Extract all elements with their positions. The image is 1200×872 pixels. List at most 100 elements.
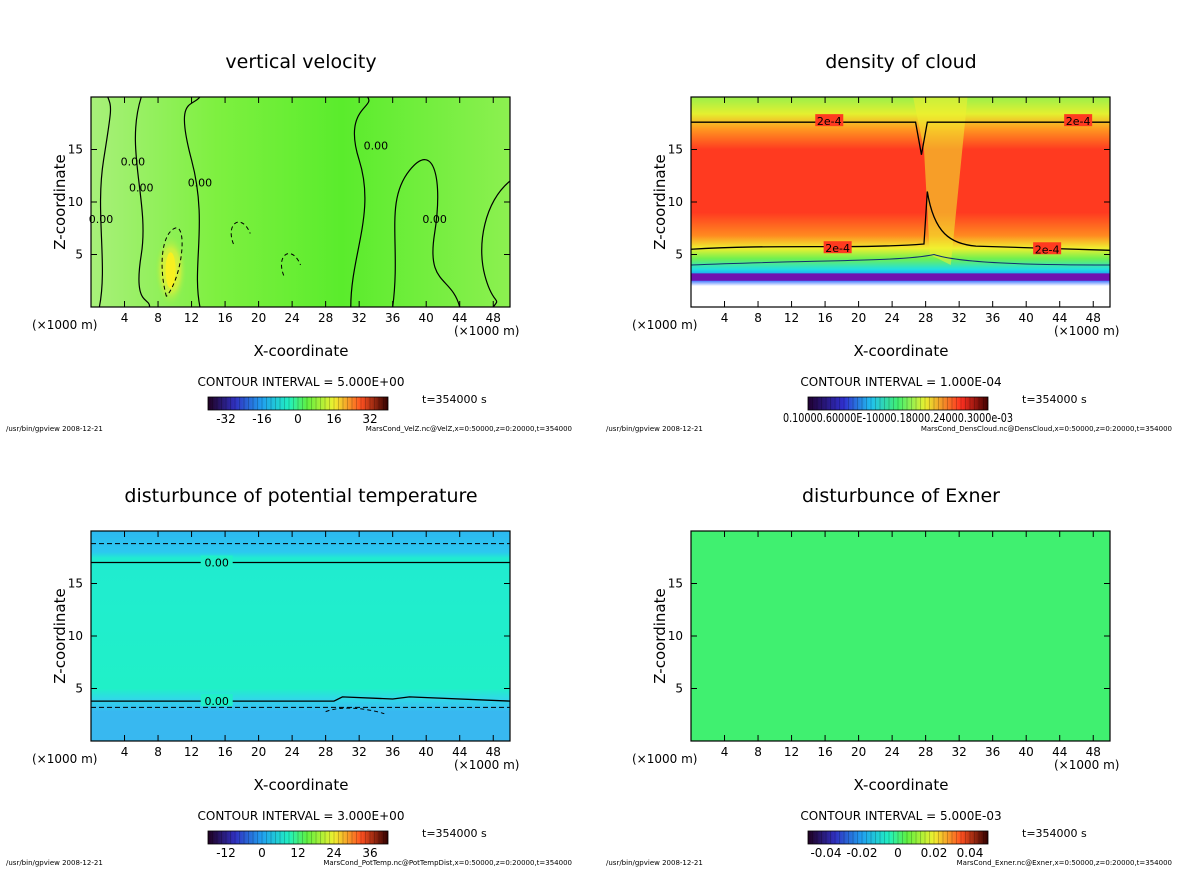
- colorbar-tick-label: 0.10000.60000E-10000.18000.24000.3000e-0…: [783, 411, 1013, 425]
- cloud-column: [913, 97, 968, 265]
- x-tick-label: 20: [851, 745, 866, 759]
- x-tick-label: 48: [1086, 311, 1101, 325]
- x-tick-label: 48: [1086, 745, 1101, 759]
- contour-line: [183, 96, 201, 308]
- heatmap-field: [691, 97, 1110, 307]
- colorbar-tick-label: 12: [290, 846, 305, 860]
- x-tick-label: 4: [721, 745, 729, 759]
- time-label: t=354000 s: [422, 827, 487, 840]
- y-tick-label: 5: [675, 682, 683, 696]
- x-tick-label: 24: [284, 745, 299, 759]
- panel-3: disturbunce of potential temperature 0.00…: [6, 485, 572, 867]
- contour-line: [690, 191, 1111, 251]
- x-unit-right: (×1000 m): [1054, 758, 1119, 772]
- x-tick-label: 32: [952, 745, 967, 759]
- x-tick-label: 20: [251, 311, 266, 325]
- x-tick-label: 36: [385, 311, 400, 325]
- x-tick-label: 32: [352, 311, 367, 325]
- updraft-peak: [165, 252, 176, 289]
- x-tick-label: 12: [784, 311, 799, 325]
- contour-label: 2e-4: [1035, 243, 1060, 256]
- contour-interval: CONTOUR INTERVAL = 3.000E+00: [198, 809, 405, 823]
- contour-line-negative: [325, 707, 385, 715]
- panel-1: vertical velocity 0.00 0.00 0.00 0.00 0.00 0.0…: [6, 51, 572, 433]
- x-tick-label: 16: [217, 311, 232, 325]
- colorbar-tick-label: -0.02: [846, 846, 877, 860]
- x-tick-label: 8: [154, 745, 162, 759]
- contour-line: [91, 696, 511, 702]
- footer-file: MarsCond_VelZ.nc@VelZ,x=0:50000,z=0:2000…: [366, 425, 572, 433]
- contour-label-bg: [1033, 242, 1062, 255]
- y-tick-label: 10: [668, 629, 683, 643]
- colorbar-tick-label: 24: [326, 846, 341, 860]
- time-label: t=354000 s: [1022, 393, 1087, 406]
- x-unit-right: (×1000 m): [454, 758, 519, 772]
- footer-file: MarsCond_DensCloud.nc@DensCloud,x=0:5000…: [921, 425, 1172, 433]
- footer-path: /usr/bin/gpview 2008-12-21: [6, 425, 103, 433]
- panel-title: vertical velocity: [225, 51, 376, 73]
- x-tick-label: 28: [918, 745, 933, 759]
- x-tick-label: 28: [318, 745, 333, 759]
- colorbar-tick-label: 0: [258, 846, 266, 860]
- panel-title: disturbunce of potential temperature: [124, 485, 477, 507]
- contour-label: 0.00: [129, 182, 154, 195]
- x-tick-label: 40: [419, 745, 434, 759]
- x-tick-label: 20: [251, 745, 266, 759]
- x-unit-left: (×1000 m): [32, 318, 97, 332]
- heatmap-field: [91, 531, 510, 741]
- colorbar-tick-label: 0: [894, 846, 902, 860]
- x-tick-label: 36: [385, 745, 400, 759]
- x-tick-label: 8: [754, 745, 762, 759]
- x-tick-label: 4: [121, 745, 129, 759]
- x-tick-label: 44: [452, 745, 467, 759]
- colorbar-tick-label: 0.04: [957, 846, 984, 860]
- x-tick-label: 16: [817, 311, 832, 325]
- time-label: t=354000 s: [1022, 827, 1087, 840]
- contour-label: 0.00: [188, 176, 213, 189]
- x-tick-label: 32: [952, 311, 967, 325]
- heatmap-field: [691, 531, 1110, 741]
- y-tick-label: 15: [668, 143, 683, 157]
- x-tick-label: 4: [121, 311, 129, 325]
- x-tick-label: 36: [985, 745, 1000, 759]
- footer-file: MarsCond_Exner.nc@Exner,x=0:50000,z=0:20…: [957, 859, 1172, 867]
- contour-label: 0.00: [89, 213, 114, 226]
- contour-label-bg: [200, 694, 233, 707]
- heatmap-field: [91, 97, 510, 307]
- contour-interval: CONTOUR INTERVAL = 5.000E+00: [198, 375, 405, 389]
- contour-label: 2e-4: [817, 115, 842, 128]
- x-tick-label: 8: [754, 311, 762, 325]
- x-tick-label: 8: [154, 311, 162, 325]
- y-tick-label: 15: [68, 577, 83, 591]
- y-tick-label: 5: [75, 682, 83, 696]
- x-axis-label: X-coordinate: [854, 342, 949, 360]
- y-axis-label: Z-coordinate: [51, 588, 69, 683]
- footer-path: /usr/bin/gpview 2008-12-21: [6, 859, 103, 867]
- x-tick-label: 12: [184, 311, 199, 325]
- x-tick-label: 48: [486, 745, 501, 759]
- contour-line: [98, 96, 112, 308]
- x-axis-label: X-coordinate: [854, 776, 949, 794]
- x-unit-left: (×1000 m): [632, 752, 697, 766]
- x-tick-label: 16: [817, 745, 832, 759]
- footer-path: /usr/bin/gpview 2008-12-21: [606, 425, 703, 433]
- contour-line-negative: [281, 253, 301, 276]
- x-tick-label: 44: [452, 311, 467, 325]
- contour-line-negative: [161, 227, 183, 297]
- footer-file: MarsCond_PotTemp.nc@PotTempDist,x=0:5000…: [323, 859, 572, 867]
- x-tick-label: 44: [1052, 311, 1067, 325]
- contour-label: 2e-4: [1066, 115, 1091, 128]
- contour-label-bg: [1064, 114, 1093, 127]
- panel-title: disturbunce of Exner: [802, 485, 1000, 507]
- contour-label-bg: [823, 241, 852, 254]
- x-unit-left: (×1000 m): [632, 318, 697, 332]
- colorbar-tick-label: 16: [326, 412, 341, 426]
- y-axis-label: Z-coordinate: [651, 154, 669, 249]
- x-tick-label: 40: [1019, 745, 1034, 759]
- x-unit-right: (×1000 m): [1054, 324, 1119, 338]
- x-tick-label: 48: [486, 311, 501, 325]
- x-tick-label: 28: [918, 311, 933, 325]
- x-tick-label: 12: [184, 745, 199, 759]
